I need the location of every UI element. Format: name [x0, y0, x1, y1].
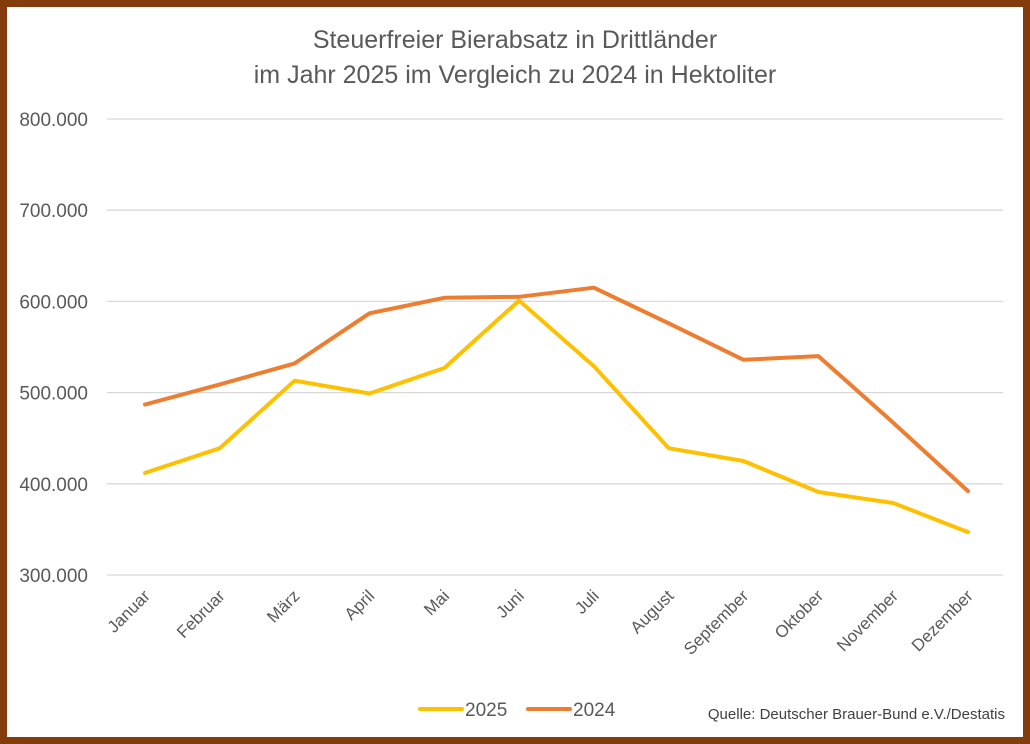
y-tick-label: 600.000 [19, 292, 88, 313]
x-tick-label: Oktober [771, 586, 827, 642]
chart-title-line-2: im Jahr 2025 im Vergleich zu 2024 in Hek… [254, 61, 777, 89]
x-tick-label: Januar [104, 586, 154, 636]
y-tick-label: 300.000 [19, 566, 88, 587]
x-tick-label: November [833, 586, 902, 655]
chart-title-line-1: Steuerfreier Bierabsatz in Drittländer [313, 26, 717, 54]
source-note: Quelle: Deutscher Brauer-Bund e.V./Desta… [708, 706, 1005, 723]
x-tick-label: März [263, 586, 303, 626]
y-tick-label: 800.000 [19, 110, 88, 131]
legend: 2025 2024 [418, 700, 616, 721]
y-tick-label: 500.000 [19, 384, 88, 405]
x-tick-label: Februar [173, 586, 229, 642]
series-line-2025 [143, 298, 970, 535]
y-axis-ticks: 300.000 400.000 500.000 600.000 700.000 800.0… [19, 110, 88, 587]
x-tick-label: Juni [492, 586, 527, 621]
x-tick-label: September [680, 586, 752, 658]
x-tick-label: August [627, 586, 678, 637]
x-tick-label: Dezember [908, 586, 977, 655]
legend-label-2025: 2025 [465, 700, 507, 721]
y-tick-label: 700.000 [19, 201, 88, 222]
gridlines [107, 118, 1003, 576]
legend-label-2024: 2024 [573, 700, 616, 721]
x-tick-label: Mai [420, 586, 453, 619]
y-tick-label: 400.000 [19, 475, 88, 496]
x-axis-ticks: Januar Februar März April Mai Juni Juli August S… [104, 586, 977, 658]
x-tick-label: Juli [571, 586, 602, 617]
series-line-2024 [143, 285, 970, 494]
series-lines [143, 285, 970, 535]
x-tick-label: April [341, 586, 378, 623]
